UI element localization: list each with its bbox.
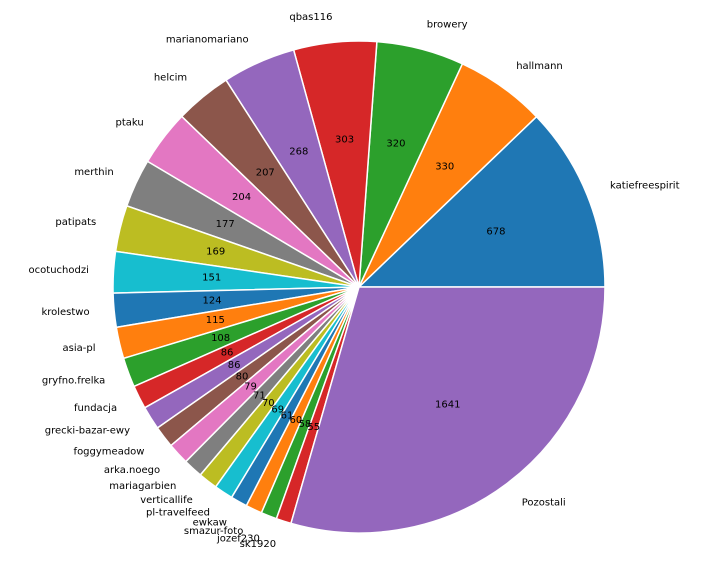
value-label-pozostali: 1641 <box>435 399 460 410</box>
value-label-smazur-foto: 60 <box>290 415 303 426</box>
value-label-merthin: 177 <box>216 219 235 230</box>
pie-slice-pozostali <box>290 286 606 534</box>
slice-label-fundacja: fundacja <box>74 403 117 414</box>
value-label-sk1920: 55 <box>307 422 320 433</box>
value-label-helcim: 207 <box>256 167 275 178</box>
value-label-krolestwo: 124 <box>203 295 222 306</box>
slice-label-mariagarbien: mariagarbien <box>109 481 176 492</box>
value-label-gryfno-frelka: 108 <box>211 333 230 344</box>
slice-label-pl-travelfeed: pl-travelfeed <box>146 507 210 518</box>
value-label-jozef230: 58 <box>299 419 312 430</box>
pie-slice-katiefreespirit <box>358 115 606 288</box>
value-label-verticallife: 70 <box>262 398 275 409</box>
slices-layer <box>112 40 606 534</box>
value-label-ewkaw: 61 <box>281 410 294 421</box>
slice-label-patipats: patipats <box>55 217 96 228</box>
slice-label-browery: browery <box>427 20 468 31</box>
labels-layer: katiefreespirit 678 hallmann 330 browery 320 q… <box>29 12 680 550</box>
value-label-ocotuchodzi: 151 <box>202 273 221 284</box>
slice-label-jozef230: jozef230 <box>216 533 260 544</box>
value-label-hallmann: 330 <box>435 161 454 172</box>
slice-label-merthin: merthin <box>74 167 113 178</box>
value-label-patipats: 169 <box>206 246 225 257</box>
slice-label-smazur-foto: smazur-foto <box>184 526 243 537</box>
value-label-pl-travelfeed: 69 <box>271 405 284 416</box>
slice-label-sk1920: sk1920 <box>240 539 276 550</box>
slice-label-ocotuchodzi: ocotuchodzi <box>29 265 89 276</box>
slice-label-foggymeadow: foggymeadow <box>74 446 145 457</box>
value-label-foggymeadow: 80 <box>236 371 249 382</box>
slice-label-marianomariano: marianomariano <box>166 34 249 45</box>
value-label-ptaku: 204 <box>232 192 251 203</box>
value-label-arka-noego: 79 <box>244 382 257 393</box>
value-label-marianomariano: 268 <box>289 147 308 158</box>
value-label-fundacja: 86 <box>221 348 234 359</box>
slice-label-ptaku: ptaku <box>116 118 144 129</box>
slice-label-qbas116: qbas116 <box>289 12 332 23</box>
slice-label-verticallife: verticallife <box>140 495 193 506</box>
value-label-katiefreespirit: 678 <box>486 226 505 237</box>
slice-label-krolestwo: krolestwo <box>41 307 89 318</box>
slice-label-arka-noego: arka.noego <box>104 465 160 476</box>
slice-label-hallmann: hallmann <box>516 61 563 72</box>
slice-label-gryfno-frelka: gryfno.frelka <box>42 376 105 387</box>
value-label-browery: 320 <box>386 139 405 150</box>
slice-label-grecki-bazar-ewy: grecki-bazar-ewy <box>45 426 130 437</box>
slice-label-ewkaw: ewkaw <box>193 518 227 529</box>
slice-label-katiefreespirit: katiefreespirit <box>610 181 680 192</box>
slice-label-helcim: helcim <box>154 72 187 83</box>
value-label-asia-pl: 115 <box>206 315 225 326</box>
slice-label-pozostali: Pozostali <box>522 498 566 509</box>
value-label-grecki-bazar-ewy: 86 <box>228 360 241 371</box>
slice-label-asia-pl: asia-pl <box>63 343 96 354</box>
value-label-mariagarbien: 71 <box>253 390 266 401</box>
value-label-qbas116: 303 <box>335 135 354 146</box>
